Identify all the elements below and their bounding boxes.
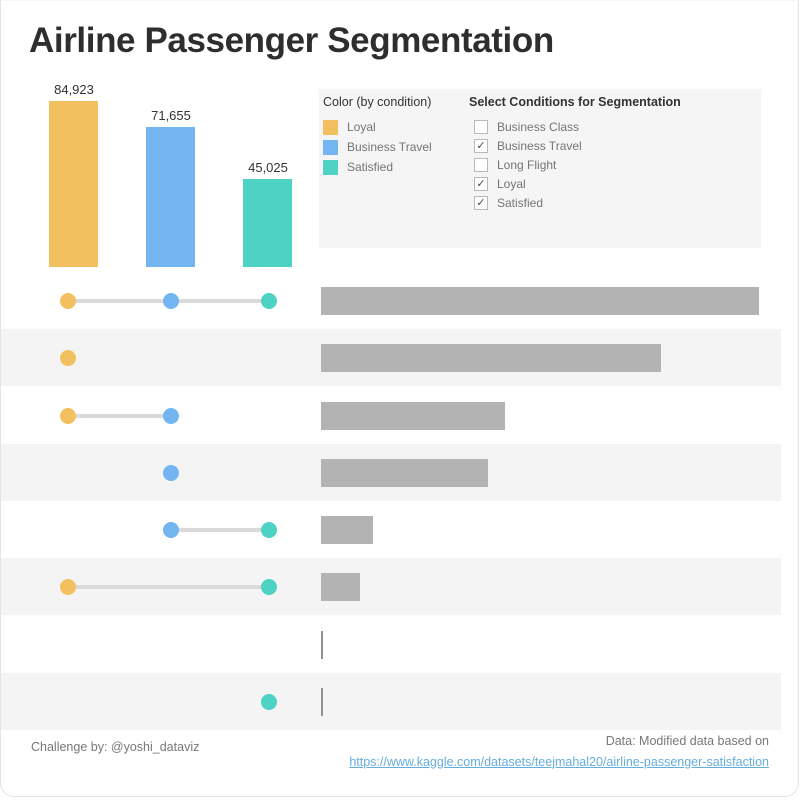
intersection-size-bar[interactable]: [321, 573, 360, 601]
filter-item-label[interactable]: Business Class: [497, 119, 580, 134]
credit-text: Challenge by: @yoshi_dataviz: [31, 740, 200, 754]
set-dot-loyal[interactable]: [60, 350, 76, 366]
legend-swatch: [323, 159, 338, 175]
checkbox-checked-icon[interactable]: ✓: [474, 195, 488, 210]
upset-row: [1, 616, 781, 673]
filter-item-label[interactable]: Satisfied: [497, 195, 544, 210]
segmentation-filter: Select Conditions for Segmentation Busin…: [469, 95, 681, 212]
zero-axis-line: [321, 688, 323, 716]
set-connector-line: [68, 414, 171, 418]
set-dot-business-travel[interactable]: [163, 293, 179, 309]
condition-bar[interactable]: [49, 101, 98, 267]
upset-row: [1, 329, 781, 386]
set-connector-line: [68, 585, 269, 589]
set-dot-loyal[interactable]: [60, 579, 76, 595]
upset-rows: [1, 272, 798, 730]
upset-row: [1, 673, 781, 730]
filter-item-label[interactable]: Loyal: [497, 176, 526, 191]
set-dot-loyal[interactable]: [60, 408, 76, 424]
upset-row: [1, 501, 781, 558]
set-dot-business-travel[interactable]: [163, 522, 179, 538]
filter-title: Select Conditions for Segmentation: [469, 95, 681, 109]
data-source-link[interactable]: https://www.kaggle.com/datasets/teejmaha…: [349, 754, 769, 769]
legend-item-label: Satisfied: [347, 160, 394, 174]
set-dot-business-travel[interactable]: [163, 465, 179, 481]
zero-axis-line: [321, 631, 323, 659]
filter-item-label[interactable]: Business Travel: [497, 138, 582, 153]
checkbox-checked-icon[interactable]: ✓: [474, 138, 488, 153]
filter-items: Business Class ✓ Business Travel Long Fligh…: [469, 117, 681, 212]
upset-row: [1, 272, 781, 329]
set-dot-satisfied[interactable]: [261, 579, 277, 595]
legend-filter-panel: Color (by condition) Loyal Business Trave…: [319, 89, 761, 248]
set-dot-satisfied[interactable]: [261, 522, 277, 538]
set-dot-satisfied[interactable]: [261, 694, 277, 710]
set-dot-satisfied[interactable]: [261, 293, 277, 309]
condition-bar-chart: 84,923 71,655 45,025: [1, 81, 321, 267]
intersection-size-bar[interactable]: [321, 344, 661, 372]
filter-item-label[interactable]: Long Flight: [497, 157, 557, 172]
page-title: Airline Passenger Segmentation: [29, 21, 554, 60]
legend-swatch: [323, 119, 338, 135]
intersection-size-bar[interactable]: [321, 402, 505, 430]
condition-bar[interactable]: [243, 179, 292, 267]
legend-item-label: Business Travel: [347, 140, 432, 154]
bar-value-label: 84,923: [54, 82, 94, 97]
checkbox-unchecked-icon[interactable]: [474, 119, 488, 134]
set-connector-line: [171, 528, 269, 532]
bar-value-label: 45,025: [248, 160, 288, 175]
upset-row: [1, 558, 781, 615]
filter-item[interactable]: ✓ Satisfied: [474, 193, 681, 212]
data-source-prefix: Data: Modified data based on: [605, 734, 769, 748]
set-dot-loyal[interactable]: [60, 293, 76, 309]
legend-item[interactable]: Business Travel: [323, 137, 432, 157]
checkbox-unchecked-icon[interactable]: [474, 157, 488, 172]
filter-item[interactable]: ✓ Business Travel: [474, 136, 681, 155]
intersection-size-bar[interactable]: [321, 516, 373, 544]
checkbox-checked-icon[interactable]: ✓: [474, 176, 488, 191]
condition-bar[interactable]: [146, 127, 195, 267]
set-dot-business-travel[interactable]: [163, 408, 179, 424]
bar-value-label: 71,655: [151, 108, 191, 123]
filter-item[interactable]: ✓ Loyal: [474, 174, 681, 193]
intersection-size-bar[interactable]: [321, 287, 759, 315]
legend-title: Color (by condition): [323, 95, 432, 109]
legend-swatch: [323, 139, 338, 155]
upset-row: [1, 444, 781, 501]
legend-item[interactable]: Loyal: [323, 117, 432, 137]
data-source: Data: Modified data based on https://www…: [349, 731, 769, 772]
color-legend-items: Loyal Business Travel Satisfied: [323, 117, 432, 177]
legend-item-label: Loyal: [347, 120, 376, 134]
color-legend: Color (by condition) Loyal Business Trave…: [323, 95, 432, 177]
legend-item[interactable]: Satisfied: [323, 157, 432, 177]
filter-item[interactable]: Business Class: [474, 117, 681, 136]
intersection-size-bar[interactable]: [321, 459, 488, 487]
upset-row: [1, 387, 781, 444]
filter-item[interactable]: Long Flight: [474, 155, 681, 174]
